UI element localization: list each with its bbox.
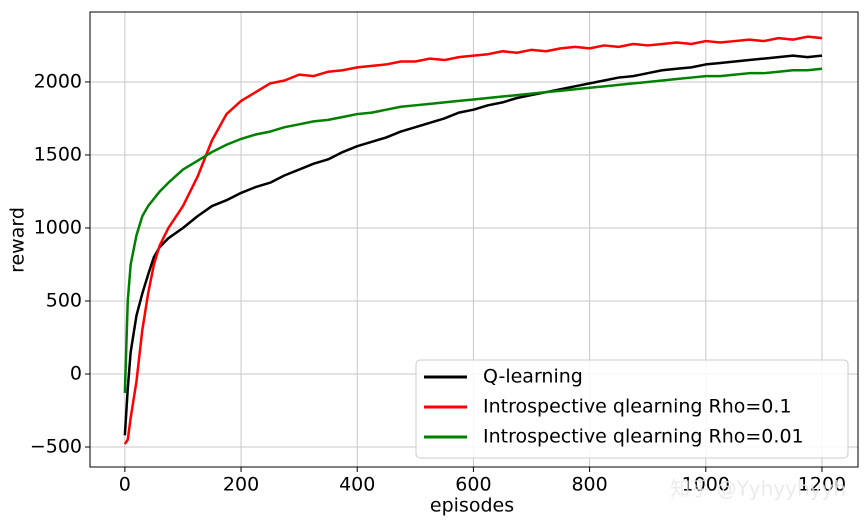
y-tick-label: 1000 [34, 216, 82, 238]
x-tick-label: 600 [455, 474, 491, 496]
legend-label: Introspective qlearning Rho=0.01 [483, 426, 804, 448]
x-tick-label: 1000 [682, 474, 730, 496]
x-tick-label: 800 [571, 474, 607, 496]
y-tick-label: 1500 [34, 143, 82, 165]
legend-box [415, 359, 849, 459]
legend-label: Introspective qlearning Rho=0.1 [483, 396, 792, 418]
x-tick-label: 1200 [798, 474, 846, 496]
legend-label: Q-learning [483, 366, 583, 388]
x-tick-label: 0 [119, 474, 131, 496]
x-tick-label: 400 [339, 474, 375, 496]
watermark: 知乎 @Yyhyyhyyh [670, 477, 846, 501]
y-axis-label: reward [7, 207, 29, 273]
series-line [123, 35, 823, 445]
plot-frame [89, 11, 859, 468]
x-tick-label: 200 [223, 474, 259, 496]
y-tick-label: 2000 [34, 70, 82, 92]
y-tick-label: −500 [30, 435, 82, 457]
y-tick-label: 500 [46, 289, 82, 311]
x-axis-label: episodes [430, 495, 514, 517]
y-tick-label: 0 [70, 362, 82, 384]
series-line [123, 54, 823, 436]
series-line [123, 67, 823, 394]
